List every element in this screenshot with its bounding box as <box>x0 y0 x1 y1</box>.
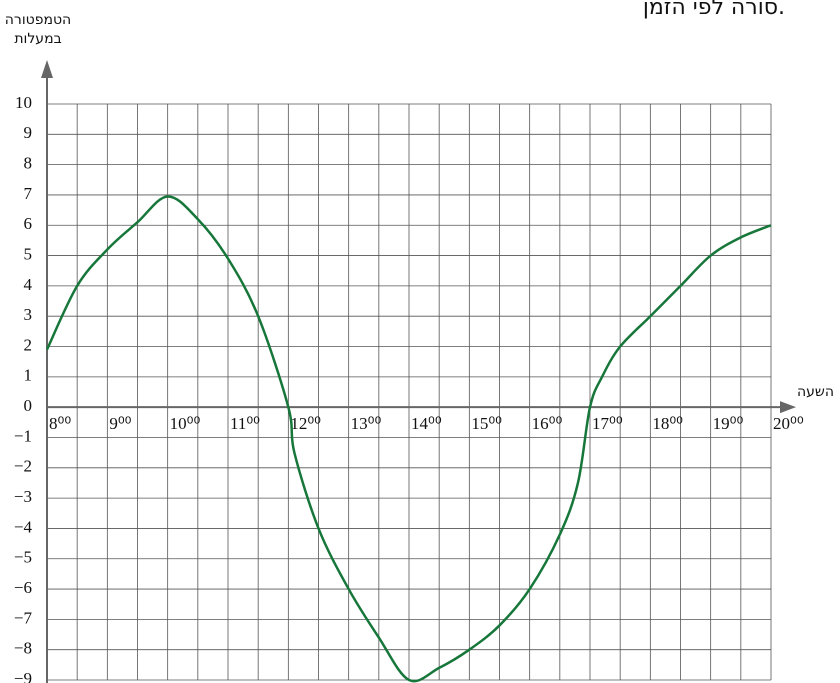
y-axis-arrow <box>41 60 53 78</box>
y-tick-label: −1 <box>14 426 32 445</box>
chart-title: סורה לפי הזמן. <box>643 0 785 20</box>
x-tick-label: 9⁰⁰ <box>109 414 131 433</box>
x-tick-label: 12⁰⁰ <box>290 414 321 433</box>
y-tick-label: 7 <box>24 184 33 203</box>
y-tick-label: 9 <box>24 123 33 142</box>
y-tick-label: 4 <box>24 275 33 294</box>
x-tick-label: 10⁰⁰ <box>170 414 201 433</box>
x-tick-label: 17⁰⁰ <box>592 414 623 433</box>
y-tick-label: 3 <box>24 305 33 324</box>
grid <box>46 103 772 681</box>
y-tick-label: −8 <box>14 639 32 658</box>
y-tick-label: −5 <box>14 548 32 567</box>
y-tick-label: 8 <box>24 154 33 173</box>
y-tick-label: −9 <box>14 669 32 683</box>
y-tick-label: −7 <box>14 608 33 627</box>
y-tick-label: 1 <box>24 366 33 385</box>
y-tick-label: −4 <box>14 517 33 536</box>
x-tick-label: 18⁰⁰ <box>652 414 683 433</box>
x-tick-label: 20⁰⁰ <box>773 414 804 433</box>
x-tick-label: 19⁰⁰ <box>713 414 744 433</box>
y-tick-label: 0 <box>24 396 33 415</box>
y-tick-label: −6 <box>14 578 32 597</box>
y-tick-label: 5 <box>24 244 33 263</box>
plot <box>45 195 772 683</box>
y-tick-label: 6 <box>24 214 33 233</box>
y-tick-label: −2 <box>14 457 32 476</box>
x-tick-label: 14⁰⁰ <box>411 414 442 433</box>
axes: 8⁰⁰ 9⁰⁰ 10⁰⁰ 11⁰⁰ 12⁰⁰ 13⁰⁰ 14⁰⁰ 15⁰⁰ 16⁰⁰ 17⁰⁰ 18… <box>14 60 804 683</box>
x-axis-label: השעה <box>797 384 834 400</box>
y-axis-label: במעלות <box>14 31 61 47</box>
y-axis-label: הטמפטורה <box>5 12 71 28</box>
y-tick-label: −3 <box>14 487 32 506</box>
x-tick-label: 16⁰⁰ <box>532 414 563 433</box>
x-tick-label: 13⁰⁰ <box>351 414 382 433</box>
x-axis-arrow <box>780 401 796 414</box>
temperature-line <box>45 195 772 683</box>
x-tick-label: 8⁰⁰ <box>49 414 71 433</box>
y-tick-label: 10 <box>15 93 32 112</box>
y-tick-label: 2 <box>24 335 33 354</box>
x-tick-label: 15⁰⁰ <box>471 414 502 433</box>
x-tick-label: 11⁰⁰ <box>230 414 260 433</box>
